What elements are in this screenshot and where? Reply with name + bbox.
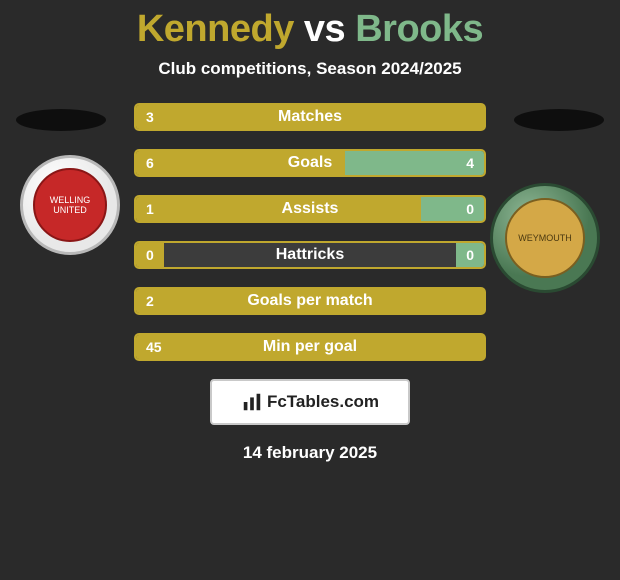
bar-label: Goals bbox=[136, 154, 484, 172]
bar-label: Assists bbox=[136, 200, 484, 218]
shadow-right bbox=[514, 109, 604, 131]
bar-label: Goals per match bbox=[136, 292, 484, 310]
comparison-arena: WELLING UNITED WEYMOUTH 3Matches 64Goals 1… bbox=[0, 103, 620, 361]
club-badge-right: WEYMOUTH bbox=[490, 183, 600, 293]
stat-row: 64Goals bbox=[134, 149, 486, 177]
footer-badge: FcTables.com bbox=[210, 379, 410, 425]
stat-row: 2Goals per match bbox=[134, 287, 486, 315]
club-badge-right-label: WEYMOUTH bbox=[505, 198, 585, 278]
player1-name: Kennedy bbox=[137, 8, 294, 50]
stat-bars: 3Matches 64Goals 10Assists 00Hattricks 2Goal… bbox=[134, 103, 486, 361]
bar-label: Min per goal bbox=[136, 338, 484, 356]
date-text: 14 february 2025 bbox=[0, 443, 620, 463]
club-badge-left-label: WELLING UNITED bbox=[33, 168, 107, 242]
comparison-title: Kennedy vs Brooks bbox=[0, 0, 620, 51]
shadow-left bbox=[16, 109, 106, 131]
stat-row: 3Matches bbox=[134, 103, 486, 131]
bar-label: Matches bbox=[136, 108, 484, 126]
vs-text: vs bbox=[304, 8, 345, 50]
bar-label: Hattricks bbox=[136, 246, 484, 264]
stat-row: 10Assists bbox=[134, 195, 486, 223]
stat-row: 45Min per goal bbox=[134, 333, 486, 361]
footer-site: FcTables.com bbox=[267, 392, 379, 412]
player2-name: Brooks bbox=[355, 8, 483, 50]
club-badge-left: WELLING UNITED bbox=[20, 155, 120, 255]
chart-icon bbox=[241, 391, 263, 413]
subtitle: Club competitions, Season 2024/2025 bbox=[0, 59, 620, 79]
stat-row: 00Hattricks bbox=[134, 241, 486, 269]
